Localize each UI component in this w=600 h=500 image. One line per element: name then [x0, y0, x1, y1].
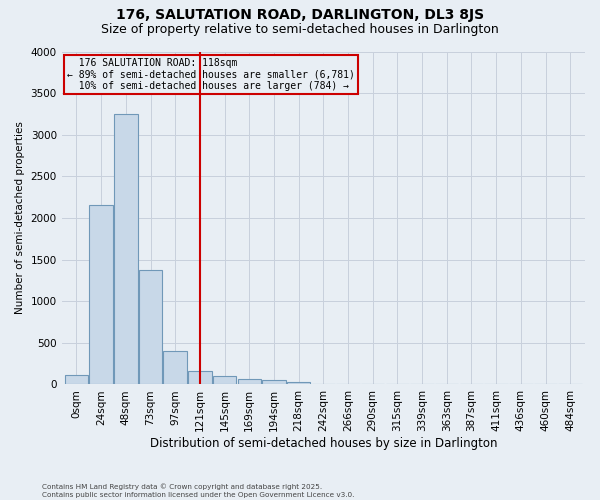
Bar: [188, 371, 212, 384]
Text: Size of property relative to semi-detached houses in Darlington: Size of property relative to semi-detach…: [101, 22, 499, 36]
Bar: [238, 380, 261, 384]
Bar: [139, 270, 162, 384]
Bar: [262, 380, 286, 384]
Bar: [213, 376, 236, 384]
Bar: [89, 206, 113, 384]
X-axis label: Distribution of semi-detached houses by size in Darlington: Distribution of semi-detached houses by …: [149, 437, 497, 450]
Bar: [114, 114, 137, 384]
Bar: [163, 351, 187, 384]
Y-axis label: Number of semi-detached properties: Number of semi-detached properties: [15, 122, 25, 314]
Bar: [287, 382, 310, 384]
Text: 176, SALUTATION ROAD, DARLINGTON, DL3 8JS: 176, SALUTATION ROAD, DARLINGTON, DL3 8J…: [116, 8, 484, 22]
Bar: [65, 376, 88, 384]
Text: Contains HM Land Registry data © Crown copyright and database right 2025.
Contai: Contains HM Land Registry data © Crown c…: [42, 484, 355, 498]
Text: 176 SALUTATION ROAD: 118sqm
← 89% of semi-detached houses are smaller (6,781)
  : 176 SALUTATION ROAD: 118sqm ← 89% of sem…: [67, 58, 355, 92]
